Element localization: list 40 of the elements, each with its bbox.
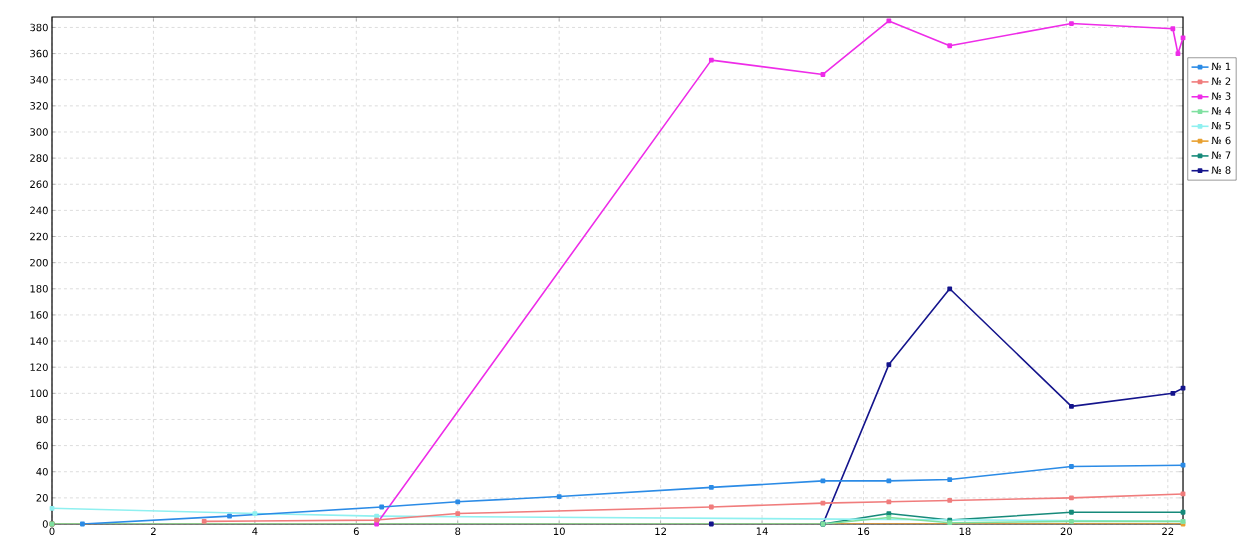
y-tick-label: 100 bbox=[30, 389, 48, 398]
x-tick-label: 18 bbox=[959, 527, 971, 536]
y-tick-label: 380 bbox=[30, 23, 48, 32]
x-tick-label: 4 bbox=[252, 527, 258, 535]
legend-label: № 5 bbox=[1211, 121, 1231, 130]
legend-label: № 2 bbox=[1211, 77, 1231, 85]
x-tick-label: 8 bbox=[455, 527, 461, 536]
x-tick-label: 20 bbox=[1060, 527, 1073, 536]
x-tick-label: 22 bbox=[1162, 527, 1174, 535]
y-tick-label: 0 bbox=[42, 520, 48, 528]
x-tick-label: 6 bbox=[353, 527, 359, 536]
x-tick-label: 16 bbox=[858, 527, 870, 536]
y-tick-label: 340 bbox=[30, 75, 48, 84]
y-tick-label: 300 bbox=[30, 128, 48, 136]
x-tick-label: 0 bbox=[49, 527, 55, 536]
y-tick-label: 20 bbox=[36, 494, 48, 502]
y-tick-label: 260 bbox=[30, 180, 48, 189]
y-tick-label: 140 bbox=[30, 337, 48, 345]
x-tick-label: 2 bbox=[151, 527, 156, 535]
y-tick-label: 200 bbox=[30, 258, 48, 267]
legend-label: № 6 bbox=[1211, 136, 1231, 145]
y-tick-label: 160 bbox=[30, 311, 48, 319]
legend-label: № 7 bbox=[1211, 151, 1231, 159]
y-tick-label: 120 bbox=[30, 363, 48, 371]
y-tick-label: 320 bbox=[30, 102, 48, 110]
x-tick-label: 14 bbox=[756, 527, 768, 535]
y-tick-label: 240 bbox=[30, 206, 48, 215]
y-tick-label: 40 bbox=[36, 467, 48, 476]
y-tick-label: 60 bbox=[36, 441, 48, 450]
y-tick-label: 360 bbox=[30, 49, 48, 58]
legend-label: № 3 bbox=[1211, 92, 1231, 100]
legend-label: № 4 bbox=[1211, 107, 1231, 115]
y-tick-label: 280 bbox=[30, 154, 48, 162]
x-tick-label: 10 bbox=[553, 527, 565, 536]
y-tick-label: 180 bbox=[30, 285, 48, 293]
y-tick-label: 80 bbox=[36, 415, 48, 424]
legend-label: № 8 bbox=[1211, 166, 1231, 174]
y-tick-label: 220 bbox=[30, 232, 48, 241]
legend-label: № 1 bbox=[1211, 62, 1231, 70]
x-tick-label: 12 bbox=[655, 527, 666, 535]
